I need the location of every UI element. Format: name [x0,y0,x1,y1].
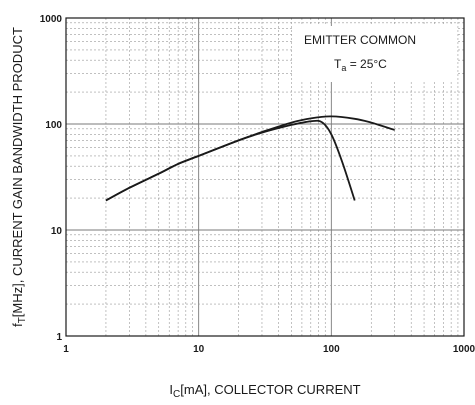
x-tick-labels: 1 10 100 1000 [63,344,475,355]
x-tick-label: 100 [323,344,340,355]
x-tick-label: 1 [63,344,69,355]
annotation-box [292,26,456,82]
y-tick-label: 10 [51,226,63,237]
annotation-temperature: Ta = 25°C [334,57,387,73]
annotation-temp-sub: a [341,63,346,73]
y-tick-label: 1000 [40,14,63,25]
series-line-2 [105,119,356,202]
y-axis-label-main: f [10,323,25,327]
x-tick-label: 1000 [453,344,475,355]
y-axis-label-sub: T [17,317,28,323]
x-axis-label-main: I [169,382,173,397]
annotation-temp-symbol: T [334,57,342,71]
x-axis-label-rest: [mA], COLLECTOR CURRENT [180,382,360,397]
x-axis-label: IC[mA], COLLECTOR CURRENT [169,382,360,400]
y-axis-label-rest: [MHz], CURRENT GAIN BANDWIDTH PRODUCT [10,27,25,317]
y-axis-label: fT[MHz], CURRENT GAIN BANDWIDTH PRODUCT [10,27,28,327]
x-axis-label-sub: C [173,389,180,400]
annotation-temp-value: = 25°C [346,57,387,71]
y-tick-labels: 1 10 100 1000 [40,14,63,343]
y-tick-label: 1 [56,332,62,343]
series-group [105,115,395,202]
annotation-emitter-common: EMITTER COMMON [304,33,416,47]
y-tick-label: 100 [45,120,62,131]
x-tick-label: 10 [193,344,205,355]
plot-frame [65,17,465,337]
